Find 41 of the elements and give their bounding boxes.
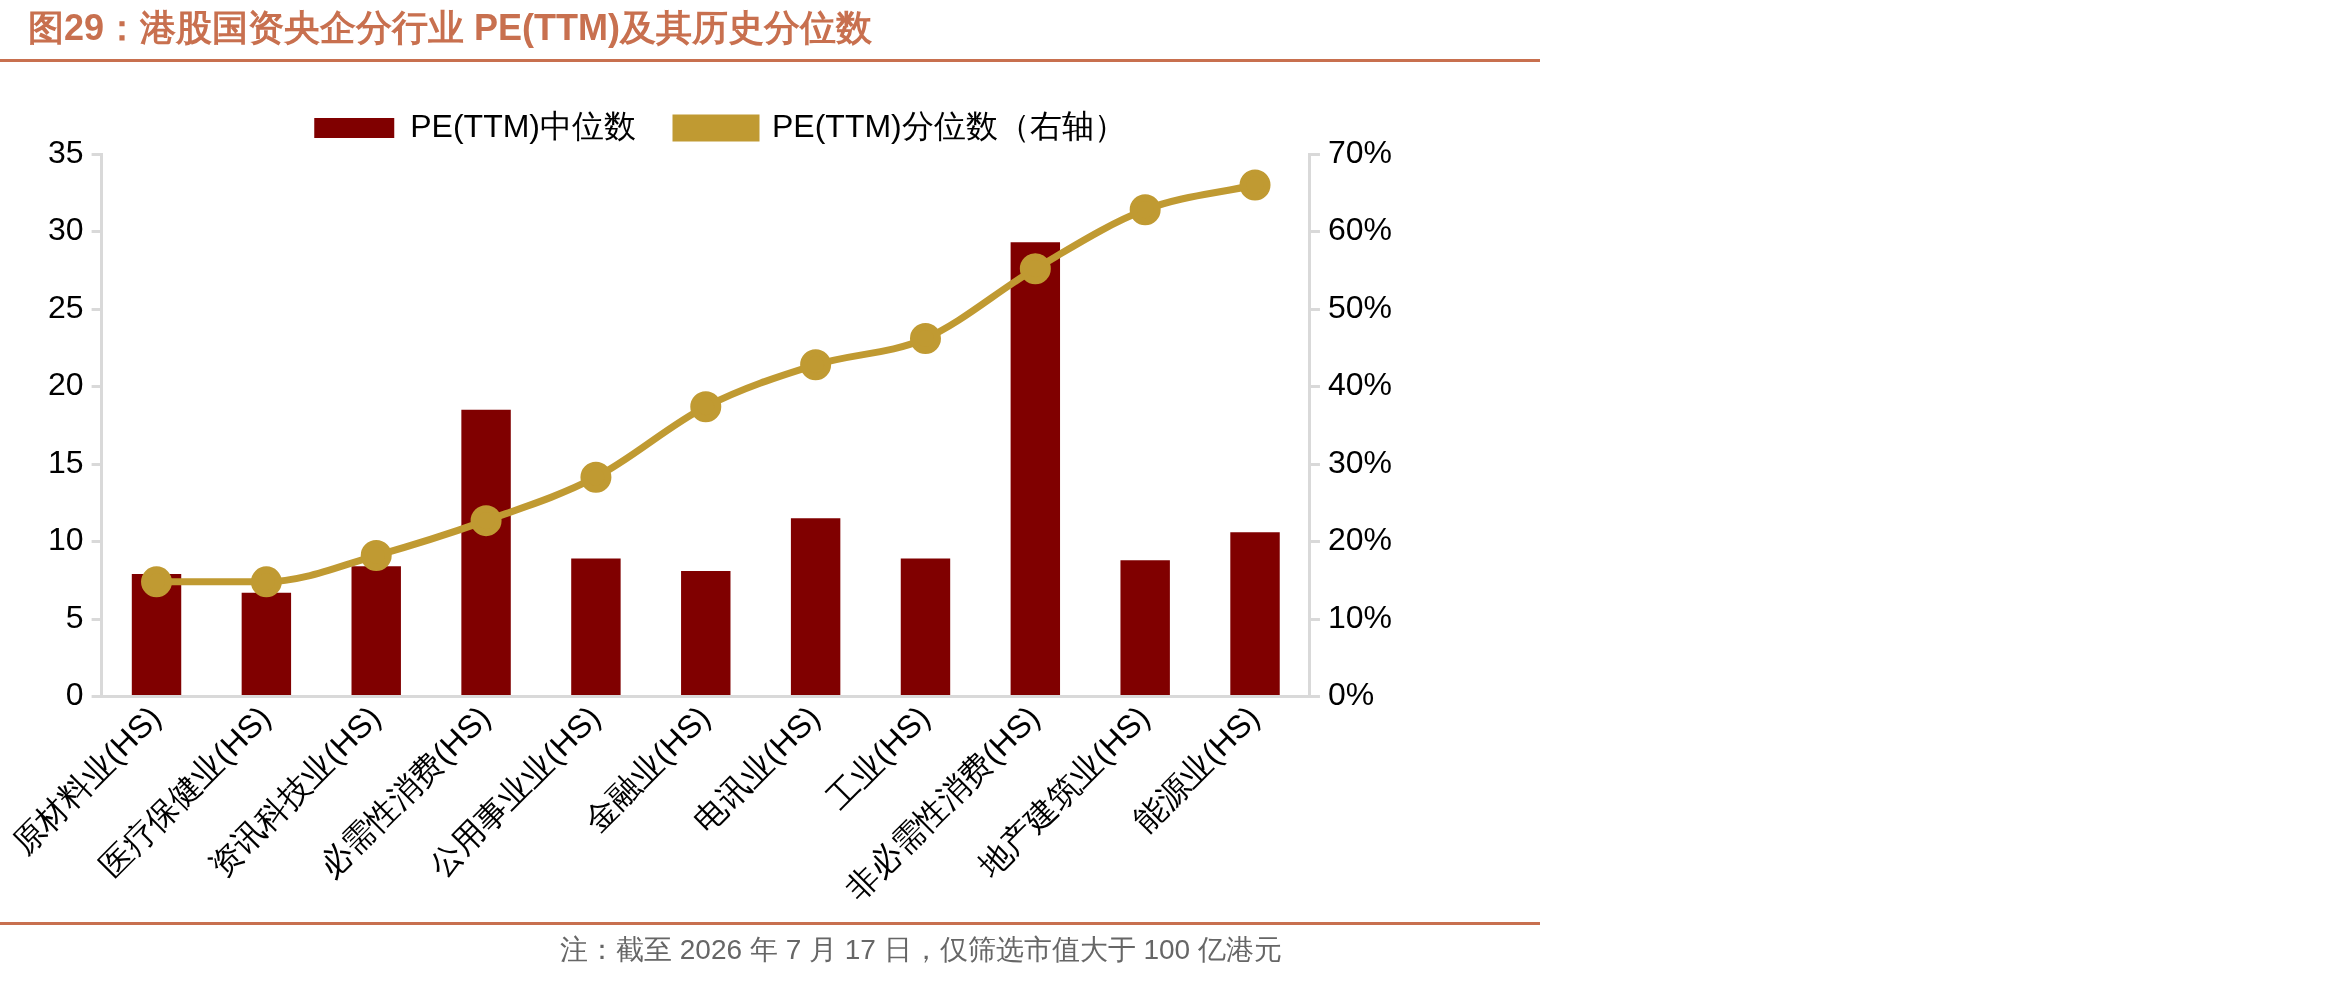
point — [470, 505, 502, 537]
y-tick-label: 35 — [48, 133, 84, 170]
bar — [900, 558, 951, 696]
point — [580, 461, 612, 493]
bar — [1120, 560, 1170, 696]
point — [360, 540, 392, 572]
bar — [681, 571, 731, 696]
bar — [1230, 532, 1280, 696]
y-tick-label: 20 — [48, 366, 84, 403]
point — [909, 322, 941, 354]
point — [1239, 169, 1271, 201]
y2-tick-label: 40% — [1327, 366, 1392, 403]
y2-tick-label: 50% — [1327, 288, 1392, 325]
point — [1019, 253, 1051, 285]
point — [141, 566, 173, 598]
bar — [1010, 242, 1061, 696]
y-tick-label: 5 — [65, 598, 84, 635]
bar — [241, 592, 292, 696]
bar — [461, 409, 511, 696]
point — [800, 349, 832, 381]
y-tick-label: 10 — [48, 521, 84, 558]
y2-tick-label: 10% — [1327, 598, 1392, 635]
y-tick-label: 15 — [48, 443, 84, 480]
y2-tick-label: 70% — [1327, 133, 1392, 170]
y-tick-label: 25 — [48, 288, 84, 325]
point — [1129, 194, 1161, 226]
bar — [790, 518, 841, 696]
y2-tick-label: 60% — [1327, 211, 1392, 248]
y2-tick-label: 30% — [1327, 443, 1392, 480]
chart-title: 图29：港股国资央企分行业 PE(TTM)及其历史分位数 — [0, 0, 1540, 62]
point — [250, 566, 282, 598]
legend-label: PE(TTM)分位数（右轴） — [772, 107, 1126, 144]
y2-tick-label: 20% — [1327, 521, 1392, 558]
legend-label: PE(TTM)中位数 — [410, 107, 636, 144]
text: 注：截至 2026 年 7 月 17 日，仅筛选市值大于 100 亿港元 — [0, 922, 1540, 969]
y-tick-label: 30 — [48, 211, 84, 248]
y2-tick-label: 0% — [1327, 676, 1375, 713]
bar — [351, 566, 401, 696]
point — [690, 391, 722, 423]
bar — [571, 558, 621, 696]
y-tick-label: 0 — [65, 676, 84, 713]
